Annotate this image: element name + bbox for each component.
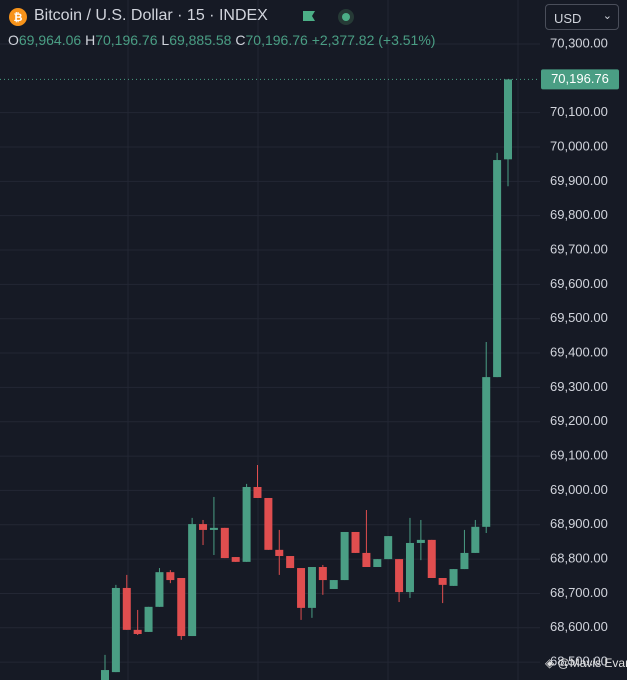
candle-body	[177, 578, 186, 637]
o-key: O	[8, 32, 19, 48]
watermark-text: @Mavis Evan	[557, 656, 627, 670]
candle-body	[275, 549, 284, 557]
candle-body	[264, 497, 273, 550]
candle-body	[395, 559, 404, 593]
candle-body	[231, 557, 240, 562]
change: +2,377.82 (+3.51%)	[311, 32, 436, 48]
y-tick-label: 69,900.00	[550, 173, 608, 188]
candle-body	[493, 160, 502, 378]
candle-body	[460, 552, 469, 570]
candle-body	[504, 79, 512, 160]
candle-body	[111, 587, 120, 673]
status-dot	[342, 13, 350, 21]
candle-body	[253, 486, 262, 498]
y-tick-label: 69,700.00	[550, 241, 608, 256]
candle-body	[340, 531, 349, 581]
y-tick-label: 68,700.00	[550, 585, 608, 600]
y-tick-label: 70,300.00	[550, 35, 608, 50]
y-tick-label: 68,800.00	[550, 551, 608, 566]
candle-body	[297, 568, 306, 608]
h-key: H	[85, 32, 96, 48]
header-icons: ₿	[9, 8, 354, 26]
flag-icon	[303, 11, 315, 21]
y-tick-label: 68,500.00	[550, 654, 608, 669]
btc-symbol: ₿	[14, 12, 23, 24]
currency: USD	[554, 11, 582, 26]
ohlc: O69,964.06 H70,196.76 L69,885.58 C70,196…	[8, 32, 435, 48]
candle-body	[438, 578, 447, 585]
y-tick-label: 68,900.00	[550, 516, 608, 531]
y-tick-label: 69,300.00	[550, 379, 608, 394]
candle-body	[307, 567, 316, 608]
candle-body	[405, 542, 414, 593]
candle-body	[122, 587, 131, 630]
candle-body	[220, 527, 229, 559]
l-val: 69,885.58	[169, 32, 232, 48]
y-tick-label: 70,100.00	[550, 104, 608, 119]
candle-body	[101, 670, 109, 680]
y-tick-label: 69,100.00	[550, 448, 608, 463]
candle-body	[155, 572, 164, 607]
title: Bitcoin / U.S. Dollar · 15 · INDEX	[34, 7, 268, 24]
candle-body	[133, 629, 142, 634]
candle-body	[471, 526, 480, 553]
y-tick-label: 69,000.00	[550, 482, 608, 497]
l-key: L	[161, 32, 170, 48]
candle-body	[242, 486, 251, 562]
btc-icon	[9, 8, 27, 26]
candle-body	[384, 536, 393, 560]
candle-body	[416, 539, 425, 543]
y-tick-label: 69,400.00	[550, 344, 608, 359]
candle-body	[199, 524, 208, 530]
y-tick-label: 69,500.00	[550, 310, 608, 325]
h-val: 70,196.76	[95, 32, 158, 48]
candle-body	[166, 572, 175, 581]
c-val: 70,196.76	[245, 32, 308, 48]
y-tick-label: 69,600.00	[550, 276, 608, 291]
candle-body	[286, 556, 295, 569]
candle-body	[318, 567, 327, 581]
y-tick-label: 69,800.00	[550, 207, 608, 222]
candle-body	[209, 527, 218, 530]
y-tick-label: 70,000.00	[550, 138, 608, 153]
last-price-tag	[541, 69, 619, 90]
candle-body	[351, 531, 360, 553]
watermark: ◈ @Mavis Evan	[545, 656, 627, 670]
candle-body	[188, 524, 197, 637]
currency-select[interactable]: USD ⌄	[545, 4, 619, 30]
candle-body	[449, 569, 458, 586]
last-price-label: 70,196.76	[551, 71, 609, 86]
candle-body	[362, 552, 371, 568]
o-val: 69,964.06	[18, 32, 82, 48]
candle-body	[482, 377, 491, 527]
c-key: C	[235, 32, 246, 48]
candle-body	[427, 539, 436, 578]
candle-body	[144, 606, 153, 632]
candle-body	[329, 580, 338, 589]
y-tick-label: 69,200.00	[550, 413, 608, 428]
y-tick-label: 68,600.00	[550, 619, 608, 634]
chevron: ⌄	[602, 10, 612, 22]
candle-body	[373, 559, 382, 568]
